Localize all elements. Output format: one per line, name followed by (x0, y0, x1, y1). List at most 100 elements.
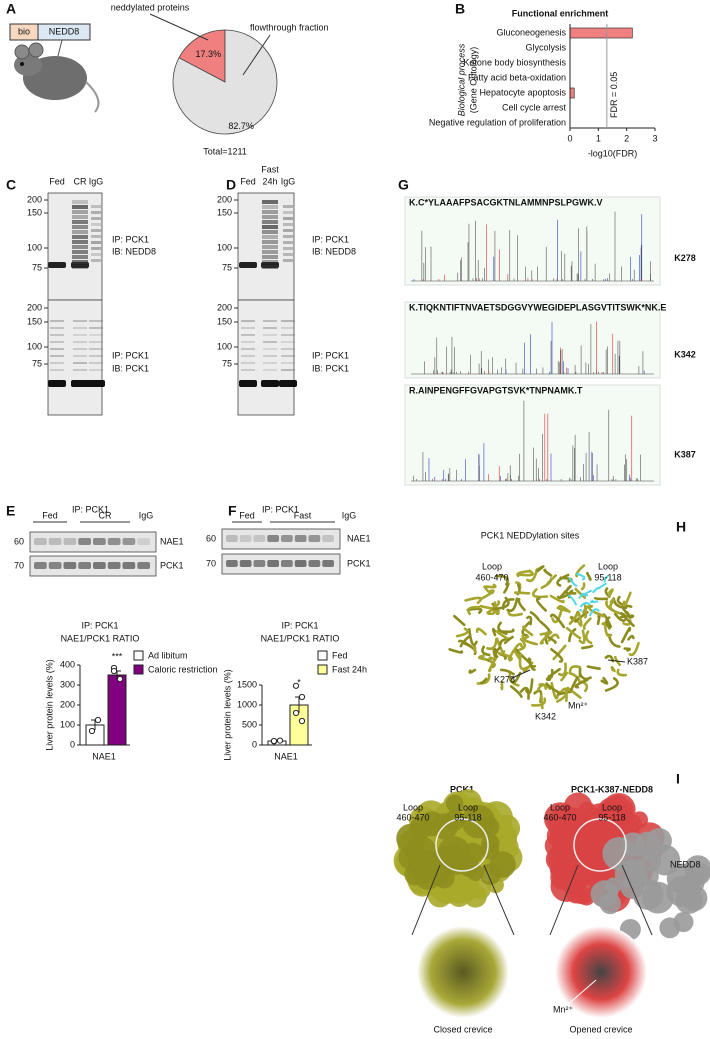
smear (72, 230, 88, 234)
blot-label: IP: PCK1 (312, 234, 349, 244)
ribbon (509, 685, 523, 698)
smear (91, 205, 101, 208)
smear (262, 235, 278, 239)
ribbon (495, 637, 506, 654)
ribbon (568, 611, 580, 626)
smear (73, 348, 87, 350)
ribbon (521, 621, 531, 637)
surface-blob (585, 803, 616, 834)
ribbon (603, 621, 613, 638)
legend-swatch (317, 650, 328, 661)
loop-label: 95-118 (598, 812, 625, 822)
smear (73, 320, 87, 322)
ribbon (568, 665, 582, 673)
y-tick-label: 300 (60, 679, 75, 689)
smear (72, 200, 88, 204)
data-point (88, 727, 96, 735)
loop-ribbon (583, 589, 593, 597)
smear (241, 369, 255, 371)
ribbon (616, 668, 628, 677)
band (137, 538, 150, 545)
value-label: 17.3% (196, 49, 222, 59)
x-tick-label: 1 (596, 133, 601, 143)
ribbon (604, 654, 615, 663)
blot-label: NAE1 (160, 536, 184, 546)
x-tick-label: 3 (652, 133, 657, 143)
ribbon (605, 600, 618, 614)
surface-blob (688, 862, 710, 886)
smear (72, 205, 88, 209)
ribbon (479, 589, 495, 601)
ribbon (580, 582, 586, 591)
ribbon (491, 627, 497, 637)
caption: Closed crevice (433, 1024, 492, 1034)
ribbon (468, 668, 477, 674)
marker-label: 200 (27, 194, 42, 204)
smear (263, 327, 277, 329)
smear (50, 362, 64, 364)
smear (91, 235, 101, 238)
smear (283, 235, 293, 238)
highlight (435, 818, 489, 872)
smear (263, 369, 277, 371)
y-tick-label: 100 (60, 719, 75, 729)
smear (262, 240, 278, 244)
marker-label: 100 (217, 242, 232, 252)
ribbon (613, 612, 626, 622)
y-tick-label: Glycolysis (525, 42, 566, 52)
band (239, 262, 257, 268)
ribbon (479, 677, 488, 685)
chart-title: IP: PCK1 (281, 620, 318, 630)
y-tick-label: 400 (60, 659, 75, 669)
ribbon (578, 672, 592, 681)
spectrum-bg (404, 384, 661, 486)
smear (89, 369, 103, 371)
ribbon (487, 657, 498, 673)
ribbon (588, 605, 606, 618)
smear (281, 369, 295, 371)
panel-letter: D (226, 177, 236, 193)
ribbon (556, 573, 570, 587)
ribbon (508, 672, 520, 687)
peptide: K.C*YLAAAFPSACGKTNLAMMNPSLPGWK.V (409, 197, 603, 207)
band (48, 262, 66, 268)
bar (569, 27, 633, 39)
smear (50, 348, 64, 350)
marker-label: 150 (27, 207, 42, 217)
data-point (292, 682, 300, 689)
y-tick-label: 1500 (237, 679, 257, 689)
ribbon (499, 668, 515, 676)
smear (91, 229, 101, 232)
ribbon (503, 582, 510, 594)
ribbon (545, 667, 561, 682)
leader-line (242, 34, 271, 76)
spectrum-bg (404, 301, 661, 379)
ribbon (622, 591, 632, 607)
peptide: R.AINPENGFFGVAPGTSVK*TNPNAMK.T (409, 385, 583, 395)
loop-label: Loop (550, 802, 570, 812)
ribbon (559, 584, 572, 598)
surface-blob (415, 867, 432, 884)
loop-label: 95-118 (454, 812, 481, 822)
loop-ribbon (567, 594, 578, 606)
smear (283, 211, 293, 214)
blot (237, 192, 295, 301)
smear (263, 320, 277, 322)
legend-label: flowthrough fraction (250, 22, 329, 32)
ribbon (519, 686, 530, 700)
surface-blob (546, 823, 571, 848)
surface-blob (624, 858, 648, 882)
ribbon (475, 627, 487, 636)
chart-title: NAE1/PCK1 RATIO (61, 633, 140, 643)
data-point (276, 737, 284, 744)
smear (91, 259, 101, 262)
blot-label: NAE1 (347, 533, 371, 543)
smear (262, 245, 278, 249)
band (87, 380, 105, 387)
site-label: K342 (535, 711, 556, 721)
loop-ribbon (590, 599, 599, 604)
data-point (298, 717, 306, 725)
bar (107, 674, 127, 746)
smear (72, 265, 88, 269)
